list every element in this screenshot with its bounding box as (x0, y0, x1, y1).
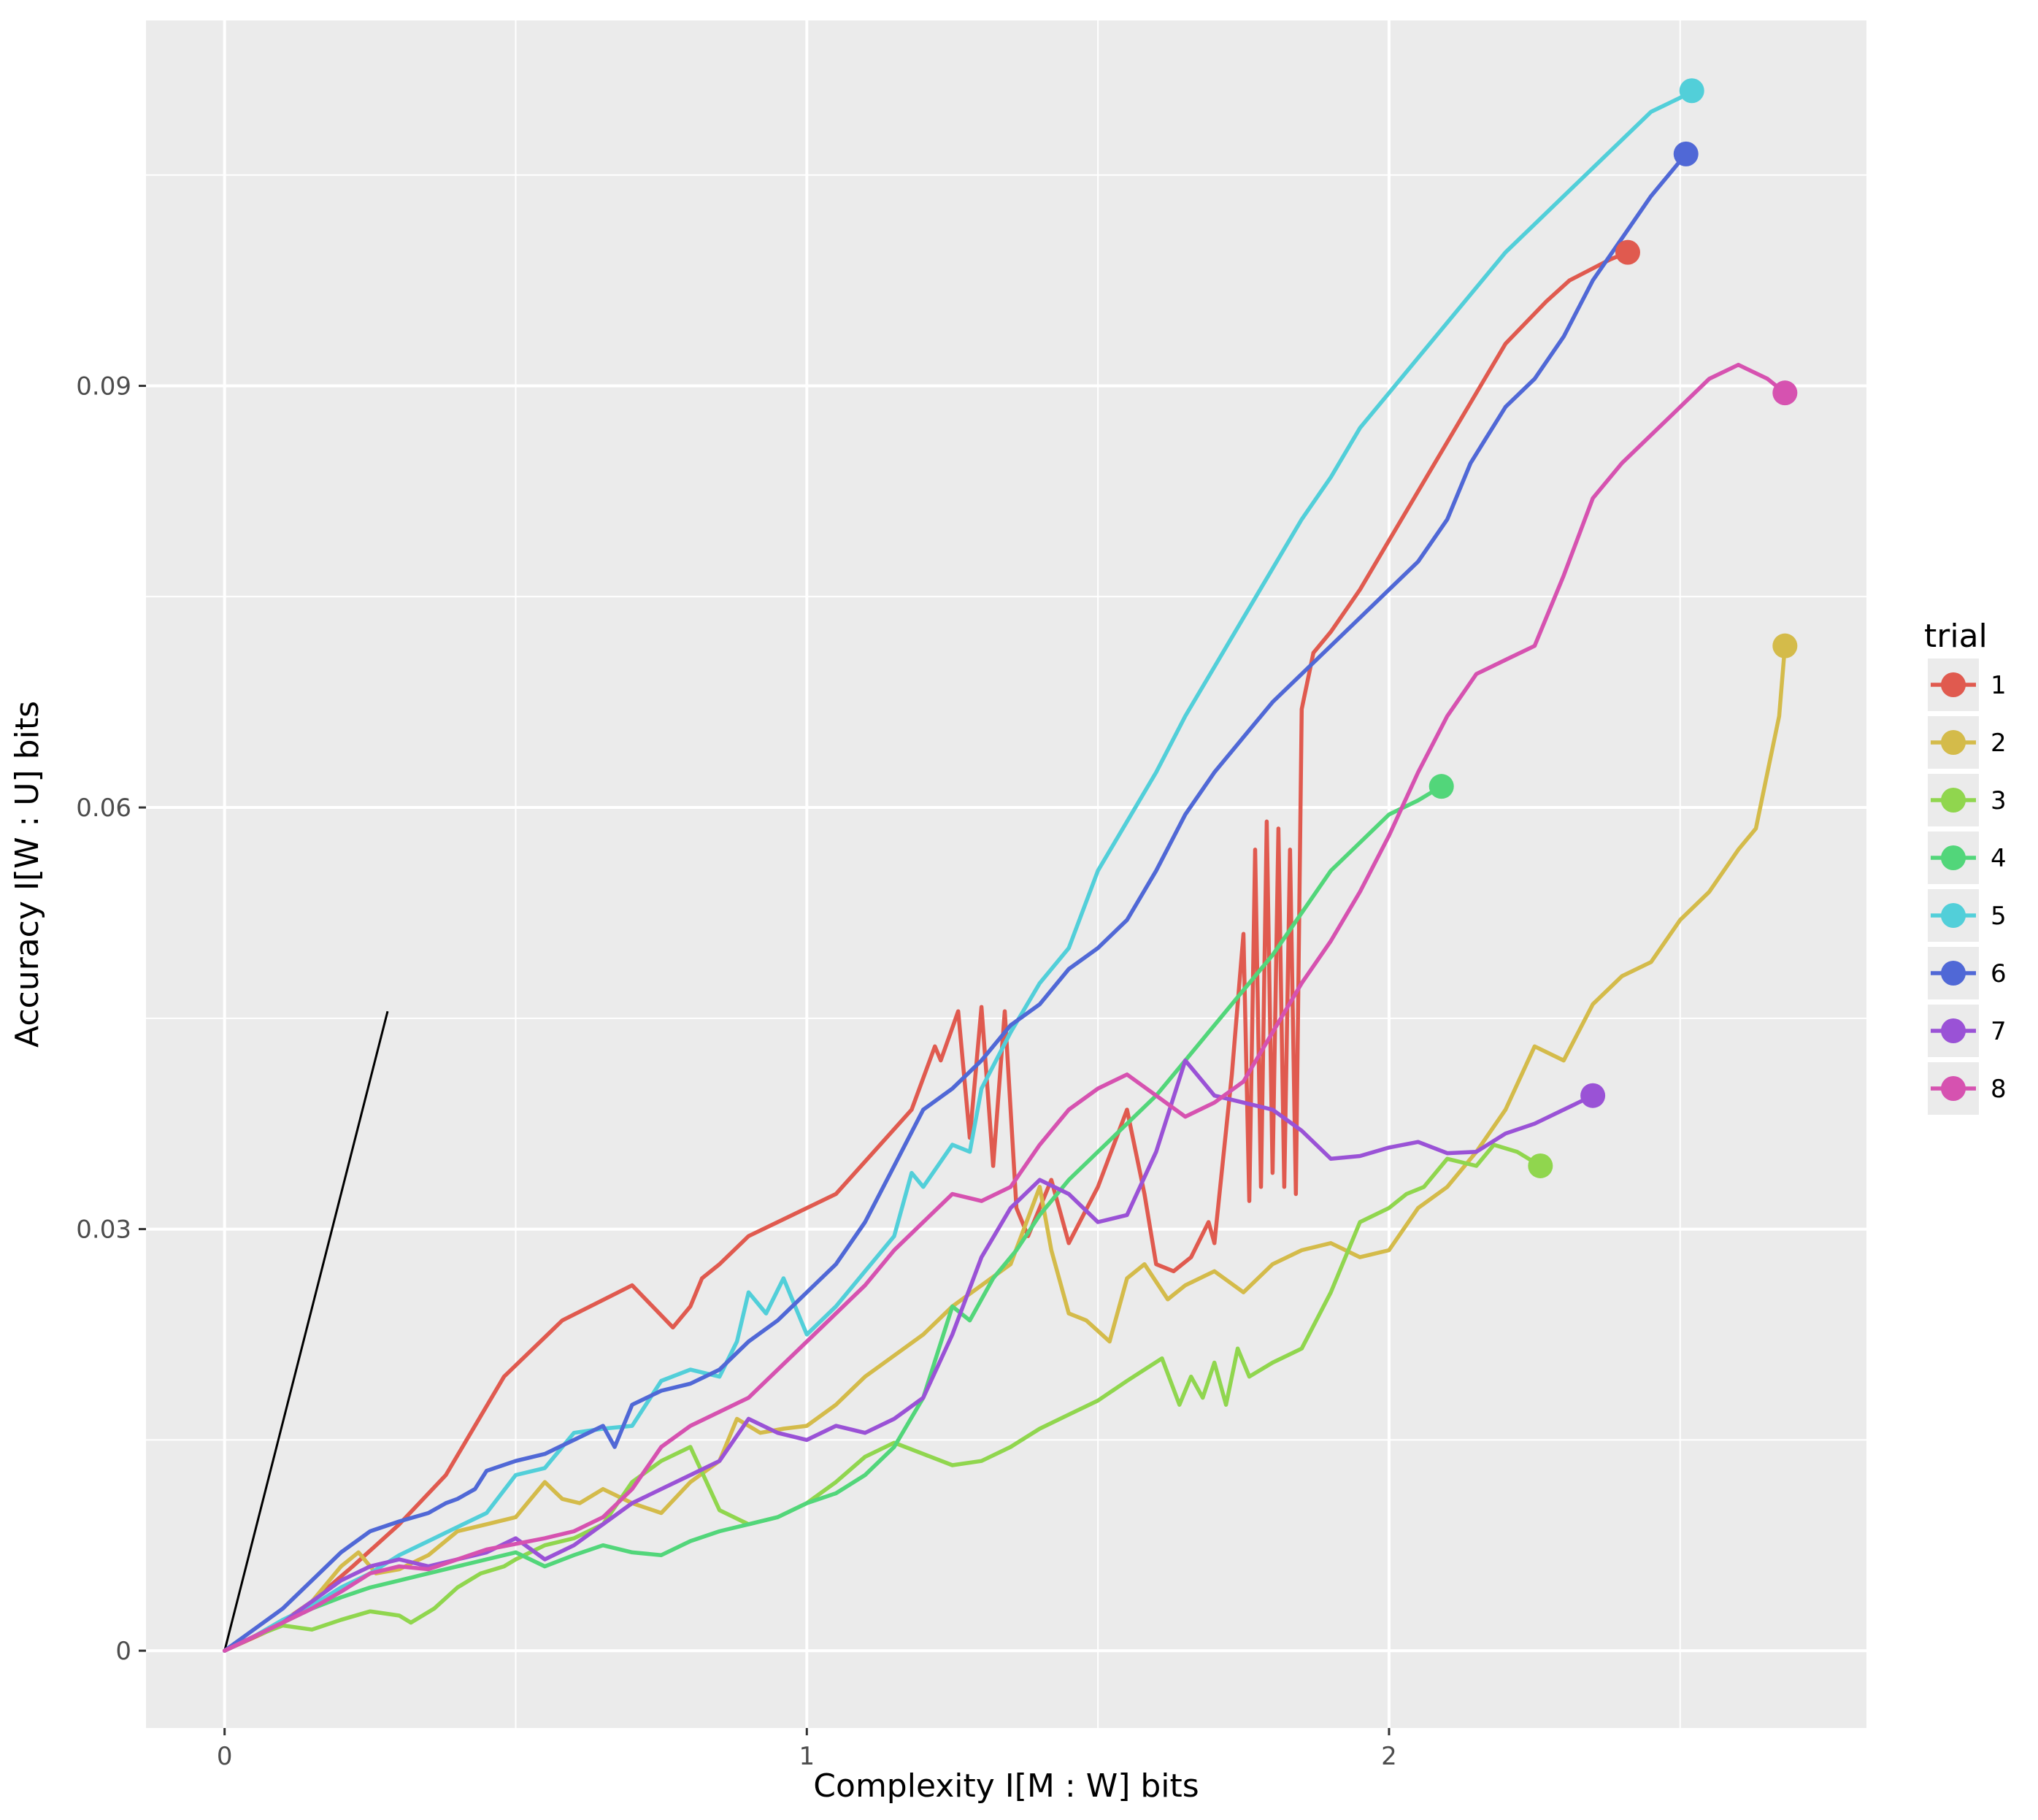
series-endpoint-trial-3 (1528, 1153, 1553, 1178)
reference-line (223, 1010, 389, 1651)
y-axis: 0 0.03 0.06 0.09 (76, 372, 146, 1666)
series-line-trial-1 (222, 250, 1630, 1653)
series-line-trial-2 (222, 643, 1788, 1653)
series-endpoint-trial-6 (1673, 141, 1699, 166)
legend-key-marker-4 (1941, 845, 1966, 870)
x-tick-label: 1 (799, 1742, 815, 1771)
y-tick-label: 0 (115, 1637, 131, 1666)
series-lines (222, 88, 1788, 1653)
series-endpoint-trial-7 (1580, 1083, 1606, 1108)
series-line-trial-6 (222, 152, 1688, 1653)
legend-key-marker-8 (1941, 1076, 1966, 1101)
y-axis-title: Accuracy I[W : U] bits (9, 701, 46, 1048)
y-tick-label: 0.09 (76, 372, 131, 402)
legend-label-1: 1 (1991, 671, 2007, 700)
series-line-trial-4 (222, 784, 1444, 1653)
reference-line-group (223, 1010, 389, 1651)
legend-key-marker-6 (1941, 961, 1966, 986)
series-endpoint-trial-1 (1615, 239, 1640, 265)
legend-label-8: 8 (1991, 1075, 2007, 1104)
series-endpoint-trial-8 (1772, 380, 1798, 406)
x-axis: 0 1 2 (217, 1728, 1397, 1771)
series-line-trial-8 (222, 362, 1788, 1653)
series-endpoint-trial-2 (1772, 633, 1798, 658)
legend-key-marker-1 (1941, 672, 1966, 697)
series-endpoint-trial-4 (1428, 774, 1454, 799)
legend-title: trial (1924, 618, 1988, 655)
series-line-trial-3 (222, 1143, 1543, 1653)
legend-key-marker-2 (1941, 730, 1966, 755)
legend-label-7: 7 (1991, 1017, 2007, 1046)
legend-key-marker-7 (1941, 1018, 1966, 1043)
legend-label-6: 6 (1991, 959, 2007, 988)
x-tick-label: 0 (217, 1742, 233, 1771)
y-tick-label: 0.06 (76, 794, 131, 823)
legend-label-4: 4 (1991, 844, 2007, 873)
grid-major (146, 20, 1866, 1728)
legend-label-2: 2 (1991, 729, 2007, 758)
x-tick-label: 2 (1381, 1742, 1397, 1771)
legend-label-5: 5 (1991, 902, 2007, 931)
legend-label-3: 3 (1991, 786, 2007, 815)
series-endpoint-trial-5 (1679, 78, 1704, 104)
legend-key-marker-3 (1941, 788, 1966, 813)
legend: trial 1 2 3 4 5 6 7 8 (1924, 618, 2007, 1115)
series-endpoints (1428, 78, 1798, 1178)
series-line-trial-5 (222, 88, 1694, 1653)
x-axis-title: Complexity I[M : W] bits (813, 1767, 1199, 1805)
legend-key-marker-5 (1941, 903, 1966, 928)
y-tick-label: 0.03 (76, 1216, 131, 1245)
panel-background (146, 20, 1866, 1728)
